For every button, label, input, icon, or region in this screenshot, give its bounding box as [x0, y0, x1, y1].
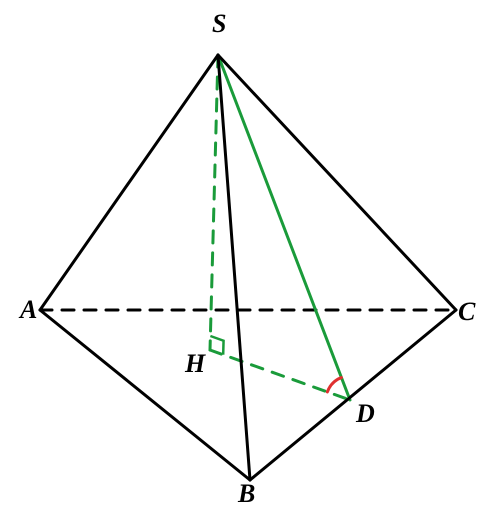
edge-S-D [218, 55, 350, 400]
vertex-label-A: A [18, 295, 37, 324]
edge-H-D [210, 350, 350, 400]
edge-A-B [40, 310, 250, 480]
angle-arc [327, 378, 341, 392]
vertex-label-H: H [184, 349, 206, 378]
vertex-label-B: B [237, 479, 255, 508]
edge-B-C [250, 310, 456, 480]
edge-S-B [218, 55, 250, 480]
vertex-label-C: C [458, 297, 476, 326]
edge-S-C [218, 55, 456, 310]
pyramid-diagram: S A B C H D [0, 0, 500, 508]
vertex-label-D: D [355, 399, 375, 428]
vertex-label-S: S [212, 9, 226, 38]
edge-S-A [40, 55, 218, 310]
edge-S-H [210, 55, 218, 350]
